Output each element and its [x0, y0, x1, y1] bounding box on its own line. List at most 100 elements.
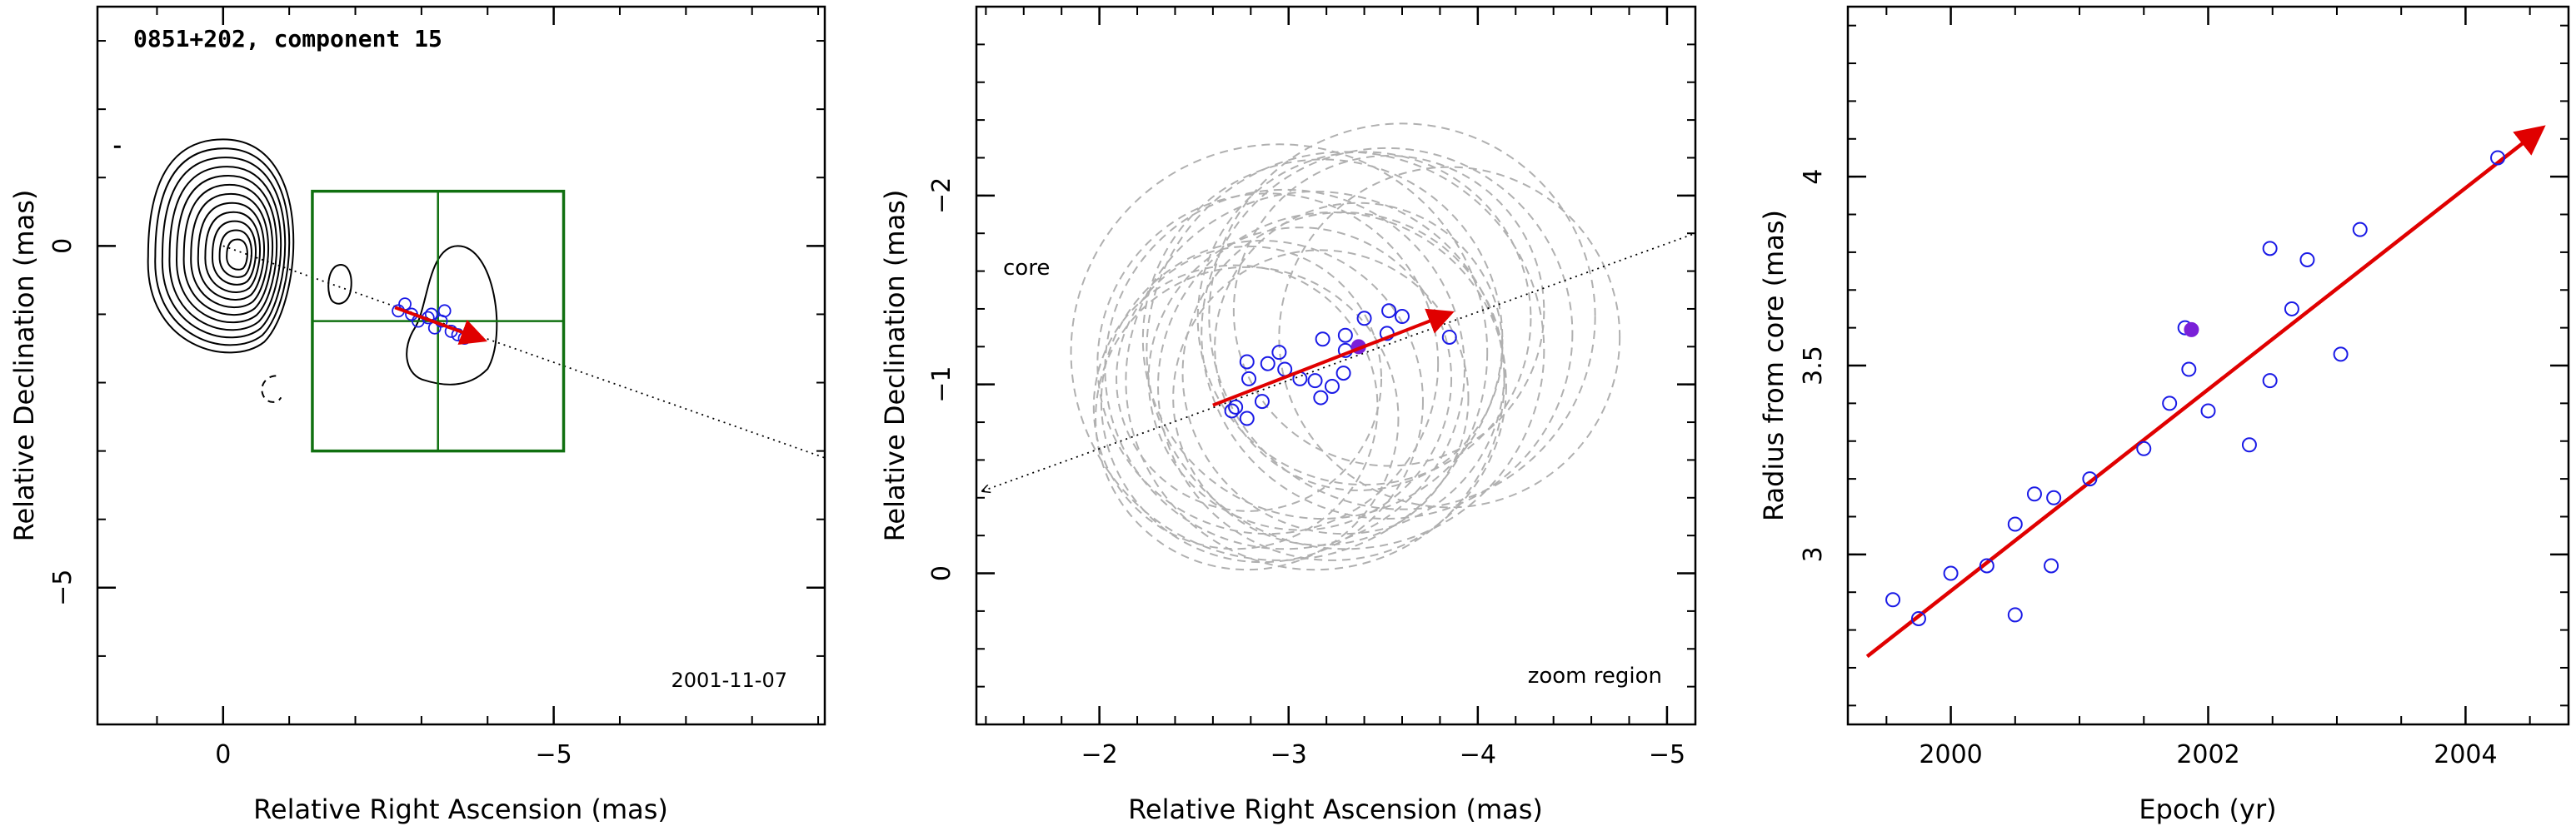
component-contour — [406, 245, 498, 386]
radius-point — [2007, 516, 2023, 532]
core-contour — [168, 166, 282, 331]
position-point — [1224, 403, 1240, 419]
radius-point — [2284, 301, 2299, 316]
secondary-contour — [327, 264, 352, 305]
uncertainty-circle — [1201, 147, 1574, 520]
radius-point — [1885, 592, 1901, 608]
radius-point — [2162, 396, 2178, 411]
position-point — [1313, 390, 1329, 406]
panel2-marks — [983, 122, 1696, 571]
position-point — [1335, 366, 1351, 381]
panel-radius-vs-epoch: 2000 2002 2004 3 3.5 4 Epoch (yr) Radius from… — [1758, 5, 2570, 825]
core-annotation: core — [1003, 256, 1050, 281]
core-contour — [161, 157, 287, 339]
panel2-frame — [975, 5, 1697, 726]
radius-point — [2490, 150, 2506, 166]
uncertainty-circles — [1070, 122, 1621, 571]
position-point — [1315, 331, 1330, 347]
panel2-ylabel: Relative Declination (mas) — [879, 190, 911, 542]
panel3-marks — [1865, 125, 2546, 659]
position-point — [1239, 411, 1255, 426]
panel1-date: 2001-11-07 — [671, 669, 787, 692]
core-contour — [218, 229, 252, 278]
position-point — [1381, 303, 1397, 319]
panel-contour-map: 0 −5 0 −5 0851+202, component 15 2001-11-07… — [8, 5, 826, 825]
uncertainty-circle — [1181, 211, 1505, 535]
contour-map — [113, 138, 498, 403]
y-tick-label: −5 — [48, 570, 77, 606]
motion-arrow — [1212, 308, 1455, 407]
position-point — [1260, 356, 1276, 371]
position-point — [1254, 394, 1270, 410]
position-point — [1228, 399, 1244, 415]
radius-point — [2136, 440, 2152, 456]
radius-point — [2352, 221, 2368, 237]
uncertainty-circle — [1070, 143, 1489, 561]
radius-point — [2046, 490, 2062, 505]
zoom-region-annotation: zoom region — [1528, 664, 1662, 689]
radius-point — [2044, 558, 2059, 574]
core-contour — [204, 211, 261, 293]
x-tick-label: 2000 — [1919, 740, 1982, 769]
uncertainty-circle — [1172, 249, 1470, 546]
motion-arrow — [394, 306, 488, 345]
x-tick-label: −5 — [535, 740, 572, 769]
uncertainty-circle — [1232, 154, 1545, 467]
core-contour — [147, 138, 295, 354]
x-tick-label: −4 — [1460, 740, 1496, 769]
component-point — [437, 304, 452, 318]
panel3-xlabel: Epoch (yr) — [2139, 794, 2276, 825]
panel2-xlabel: Relative Right Ascension (mas) — [1128, 794, 1543, 825]
uncertainty-circle — [1157, 211, 1507, 561]
radius-point — [2007, 607, 2023, 623]
core-contour — [190, 192, 270, 309]
y-tick-label: 3 — [1799, 546, 1828, 562]
trajectory-line — [222, 245, 826, 459]
x-tick-label: −3 — [1271, 740, 1307, 769]
position-point — [1271, 345, 1287, 361]
y-tick-label: 0 — [48, 238, 77, 254]
radius-point — [1910, 610, 1926, 626]
y-tick-label: 4 — [1799, 169, 1828, 185]
radius-point — [2241, 437, 2257, 453]
x-tick-label: 0 — [215, 740, 231, 769]
position-point — [1324, 378, 1340, 394]
y-tick-label: −2 — [927, 177, 956, 214]
radius-point — [2082, 471, 2098, 487]
core-contour — [182, 183, 274, 316]
uncertainty-circle — [1116, 245, 1383, 512]
uncertainty-circle — [1096, 192, 1440, 535]
radius-point — [2026, 486, 2042, 502]
panel1-title: 0851+202, component 15 — [133, 25, 442, 52]
uncertainty-circle — [1208, 122, 1596, 510]
position-point — [1337, 327, 1353, 343]
radius-point — [2262, 373, 2278, 389]
core-contour — [226, 238, 248, 271]
panel3-frame — [1846, 5, 2570, 726]
radius-point — [2299, 251, 2315, 267]
panel2-ticks: −2 −3 −4 −5 0 −1 −2 — [927, 6, 1695, 769]
position-point — [1239, 354, 1255, 370]
position-point — [1307, 373, 1323, 389]
panel3-ylabel: Radius from core (mas) — [1758, 210, 1790, 521]
radius-point — [2200, 403, 2216, 419]
y-tick-label: 0 — [927, 565, 956, 581]
panel-zoom-region: −2 −3 −4 −5 0 −1 −2 core zoom region Relative … — [879, 5, 1697, 825]
trajectory-line — [983, 232, 1696, 490]
position-point — [1241, 371, 1257, 386]
core-contour — [154, 147, 291, 346]
x-tick-label: −5 — [1649, 740, 1685, 769]
panel1-xlabel: Relative Right Ascension (mas) — [253, 794, 668, 825]
panel1-ticks: 0 −5 0 −5 — [48, 7, 825, 769]
highlighted-point — [2184, 321, 2199, 337]
x-tick-label: 2004 — [2434, 740, 2497, 769]
position-point — [1356, 311, 1372, 326]
position-point — [1394, 309, 1410, 325]
radius-point — [1979, 558, 1994, 574]
uncertainty-circle — [1092, 264, 1379, 550]
uncertainty-circle — [1214, 202, 1504, 491]
panel3-ticks: 2000 2002 2004 3 3.5 4 — [1799, 7, 2569, 769]
core-contour — [197, 202, 265, 301]
